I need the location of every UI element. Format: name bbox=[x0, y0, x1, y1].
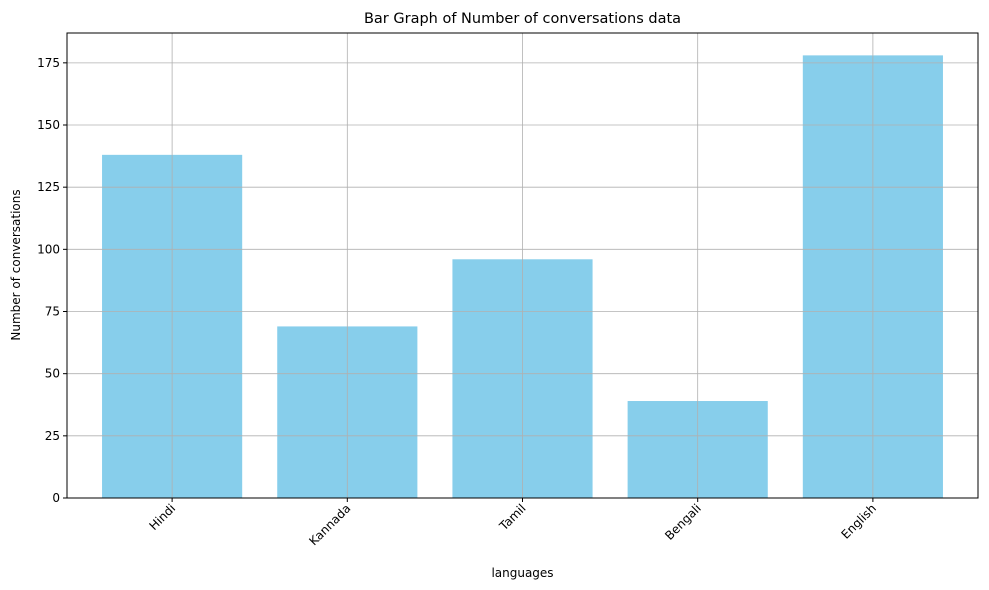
y-tick-label: 50 bbox=[45, 367, 60, 381]
x-tick-label: Bengali bbox=[662, 501, 704, 543]
chart-title: Bar Graph of Number of conversations dat… bbox=[364, 11, 681, 27]
x-axis-title: languages bbox=[491, 566, 553, 580]
y-tick-label: 175 bbox=[37, 56, 60, 70]
y-tick-label: 150 bbox=[37, 118, 60, 132]
y-tick-label: 75 bbox=[45, 305, 60, 319]
y-axis-title: Number of conversations bbox=[9, 189, 23, 340]
x-tick-label: Kannada bbox=[306, 501, 353, 548]
y-tick-label: 25 bbox=[45, 429, 60, 443]
x-tick-label: English bbox=[838, 501, 879, 542]
y-tick-label: 100 bbox=[37, 242, 60, 256]
axes bbox=[63, 32, 979, 502]
y-tick-label: 125 bbox=[37, 180, 60, 194]
grid-lines bbox=[67, 33, 978, 499]
y-tick-label: 0 bbox=[52, 491, 60, 505]
x-tick-label: Tamil bbox=[496, 501, 529, 534]
x-tick-label: Hindi bbox=[146, 501, 178, 533]
